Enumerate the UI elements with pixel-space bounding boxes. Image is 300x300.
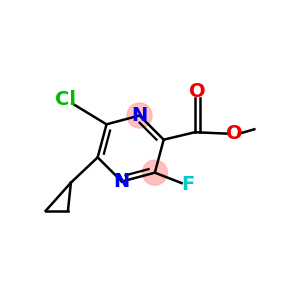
Text: F: F [182,175,195,194]
Text: O: O [226,124,243,143]
Circle shape [127,103,152,128]
Text: N: N [131,106,148,125]
Text: O: O [189,82,206,101]
Text: N: N [114,172,130,191]
Circle shape [142,160,167,185]
Text: Cl: Cl [55,91,76,110]
